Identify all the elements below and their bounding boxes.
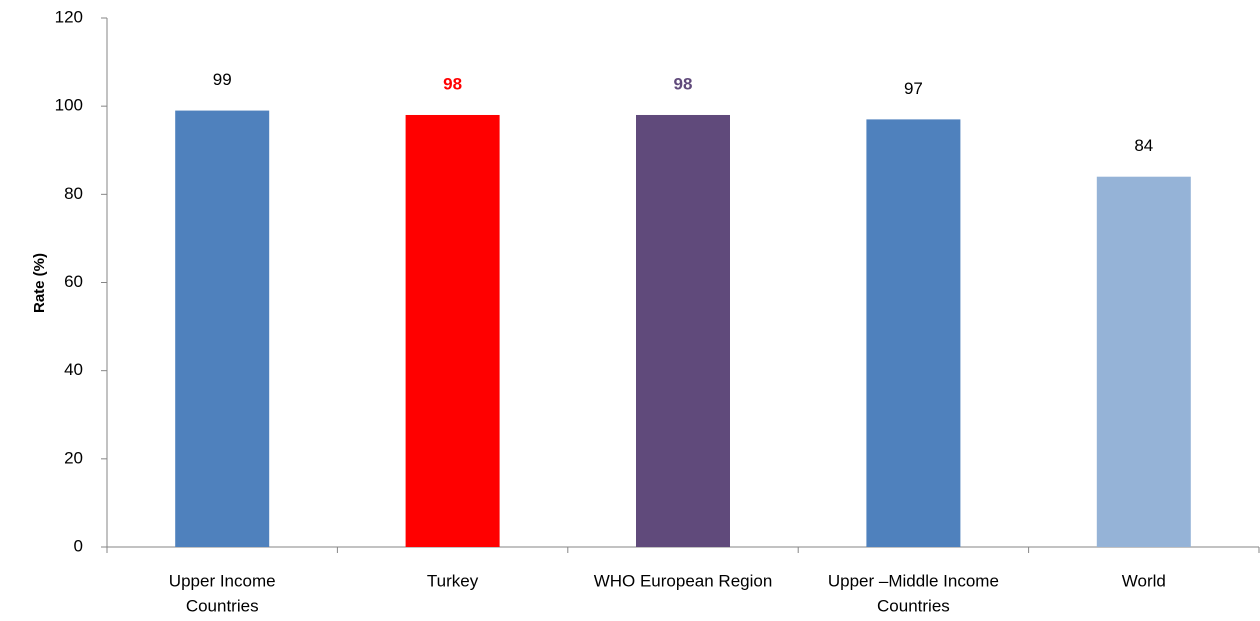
value-label: 84 [1134,136,1153,155]
bar [636,114,730,547]
x-tick-label: Upper –Middle Income [828,571,999,590]
value-label: 98 [443,74,462,93]
y-tick-label: 60 [64,272,83,291]
y-tick-label: 120 [55,7,83,26]
x-tick-label: World [1122,571,1166,590]
x-tick-label: Countries [877,596,950,615]
bar [405,114,500,547]
y-tick-label: 100 [55,96,83,115]
x-tick-label: Countries [186,596,259,615]
value-label: 98 [674,74,693,93]
bar [1096,176,1191,547]
bar [175,110,270,547]
value-label: 99 [213,70,232,89]
x-tick-label: Turkey [427,571,479,590]
x-tick-label: WHO European Region [594,571,773,590]
y-axis-title: Rate (%) [31,253,48,313]
x-tick-label: Upper Income [169,571,276,590]
y-tick-label: 40 [64,360,83,379]
bar [866,119,961,548]
value-label: 97 [904,79,923,98]
y-tick-label: 80 [64,184,83,203]
y-tick-label: 20 [64,448,83,467]
y-tick-label: 0 [74,536,83,555]
